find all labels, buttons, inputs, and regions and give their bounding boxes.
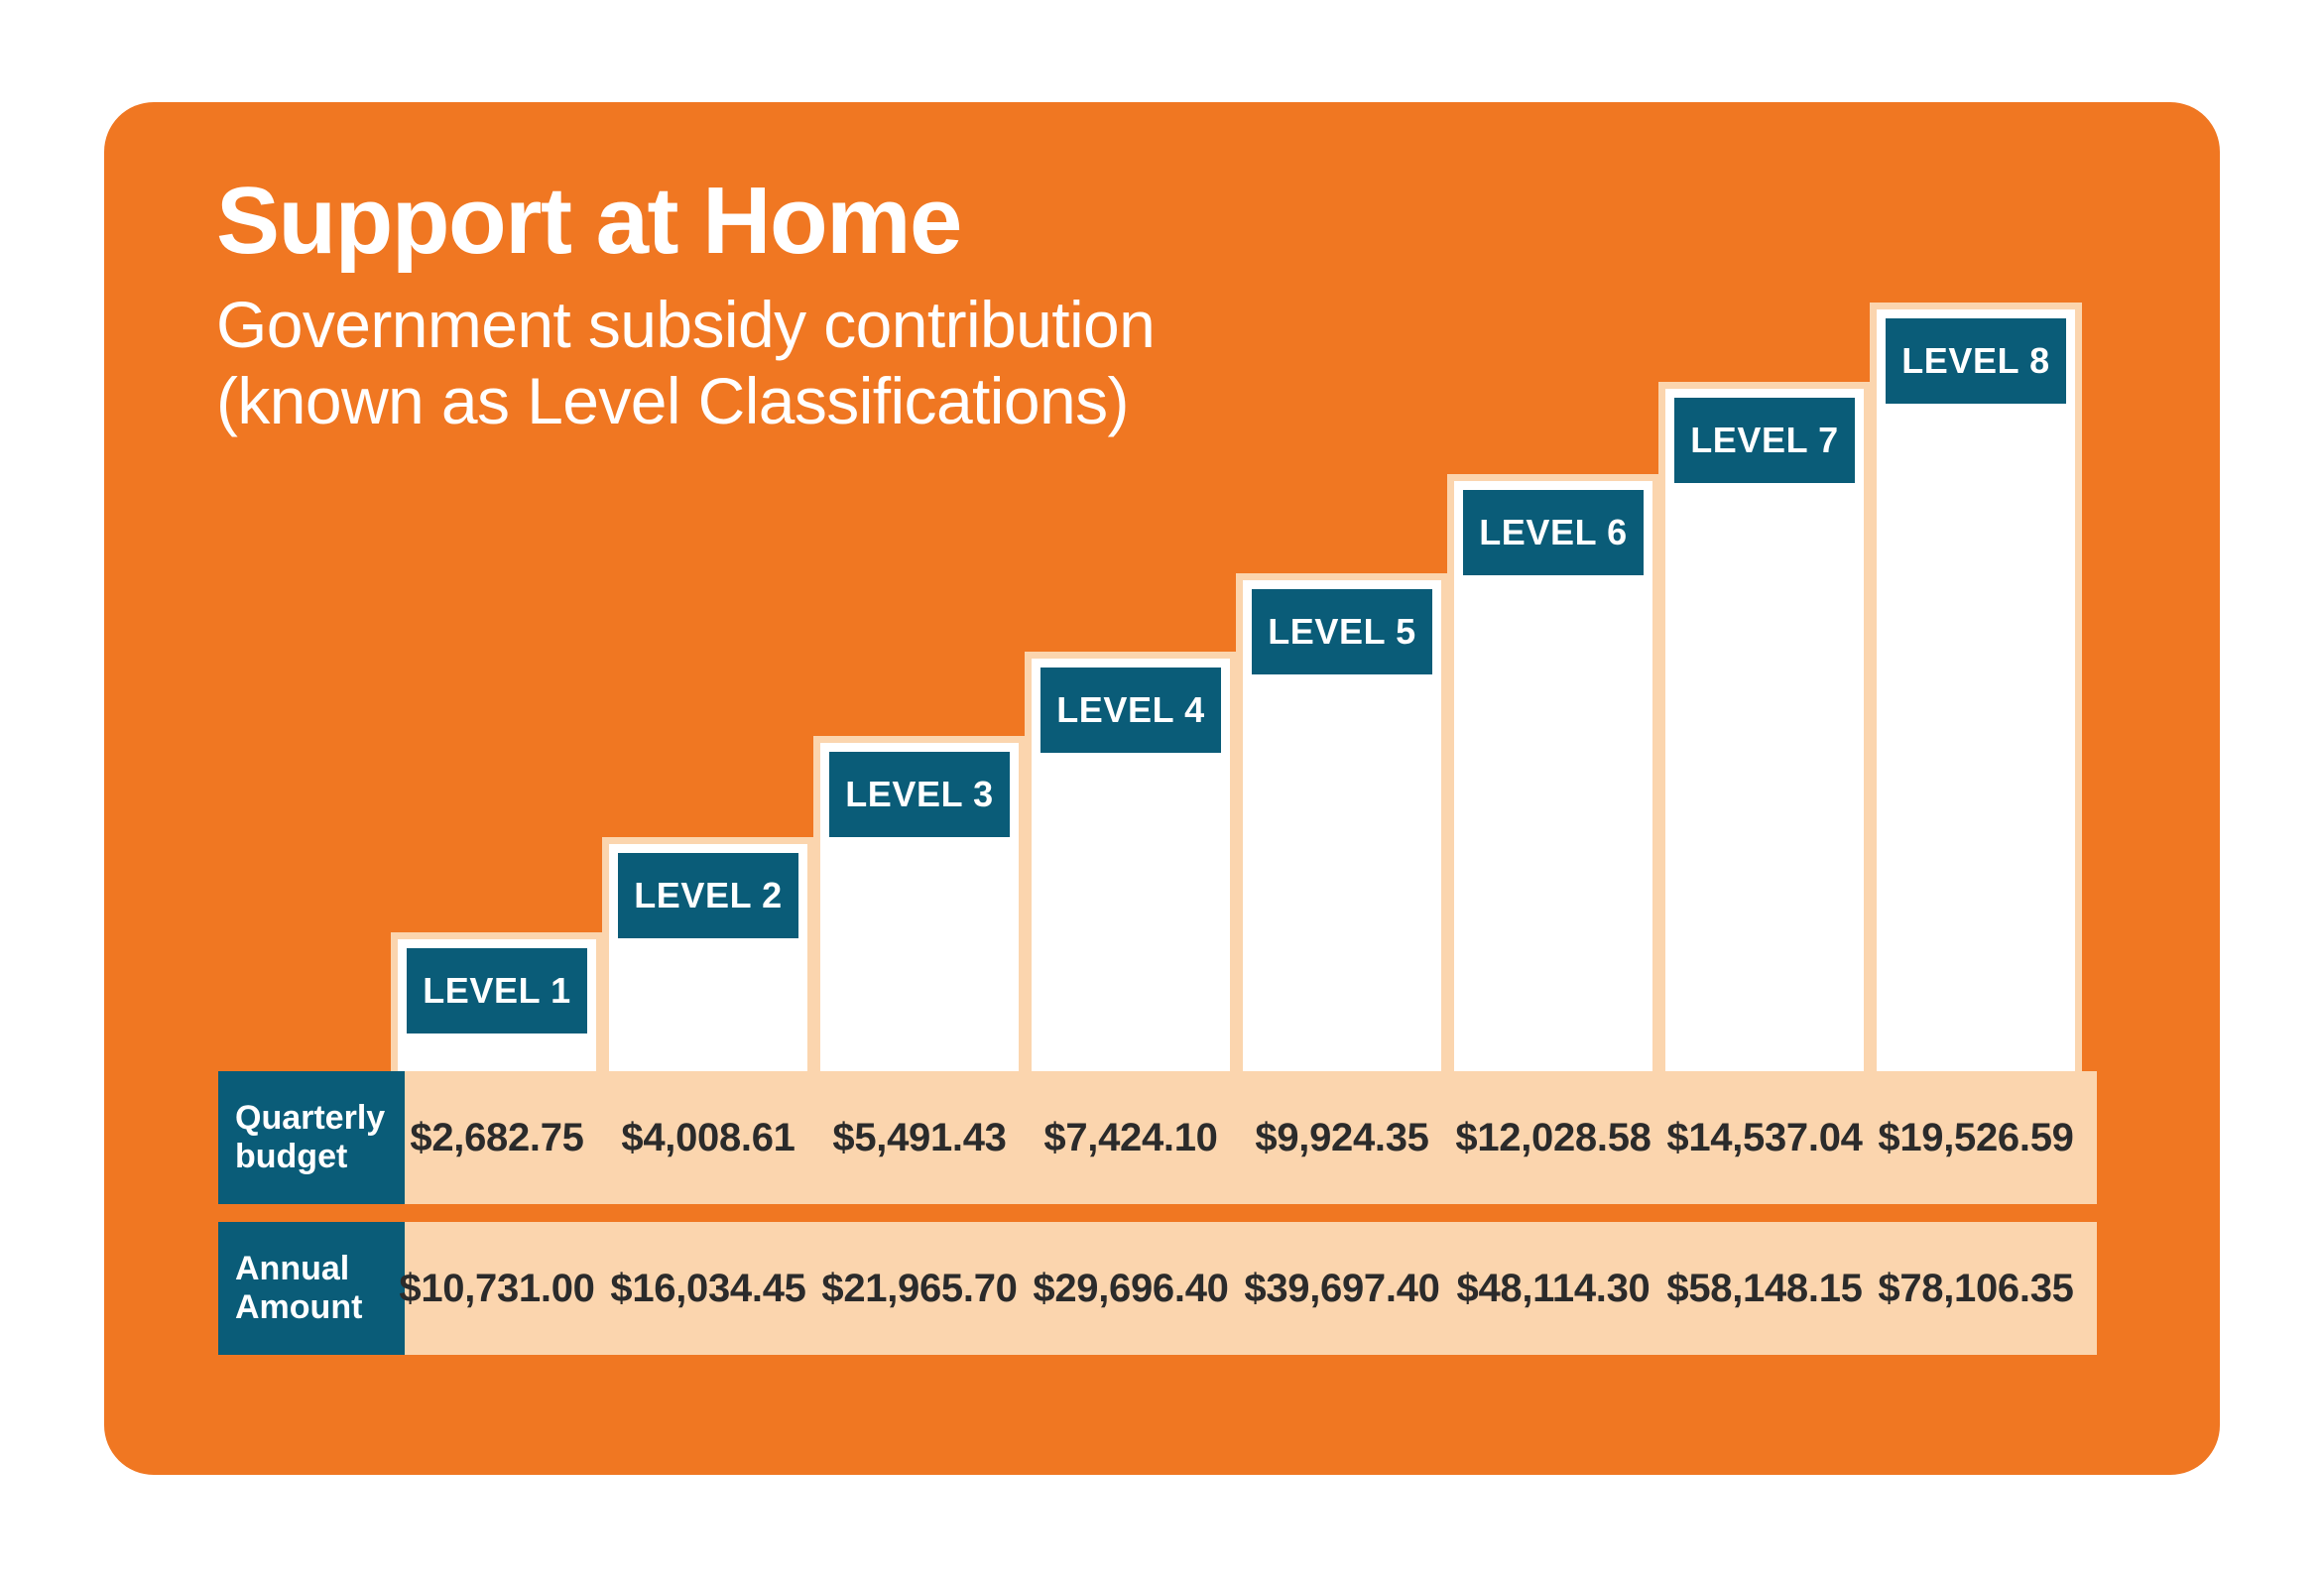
row-header-annual-amount: Annual Amount	[218, 1222, 405, 1355]
table-cell: $58,148.15	[1666, 1266, 1863, 1310]
table-cell: $39,697.40	[1244, 1266, 1440, 1310]
bar-level-1	[391, 932, 603, 1071]
table-cell: $10,731.00	[399, 1266, 595, 1310]
bar-level-2	[602, 837, 814, 1071]
table-cell: $2,682.75	[410, 1115, 584, 1159]
bar-label-level-1: LEVEL 1	[407, 948, 587, 1033]
table-cell: $14,537.04	[1666, 1115, 1863, 1159]
table-cell: $19,526.59	[1878, 1115, 2074, 1159]
table-cell: $21,965.70	[821, 1266, 1018, 1310]
row-header-quarterly-budget: Quarterly budget	[218, 1071, 405, 1204]
table-cell: $7,424.10	[1043, 1115, 1218, 1159]
table-cell: $78,106.35	[1878, 1266, 2074, 1310]
bar-level-6	[1447, 474, 1659, 1071]
row-cells: $2,682.75 $4,008.61 $5,491.43 $7,424.10 $9,9…	[405, 1071, 2097, 1204]
subtitle-block: Government subsidy contribution (known a…	[216, 287, 1704, 438]
table-row: Quarterly budget $2,682.75 $4,008.61 $5,491.…	[218, 1071, 2097, 1204]
table-cell: $12,028.58	[1455, 1115, 1651, 1159]
table-row: Annual Amount $10,731.00 $16,034.45 $21,965.…	[218, 1222, 2097, 1355]
table-cell: $9,924.35	[1255, 1115, 1429, 1159]
bar-level-4	[1025, 652, 1237, 1071]
bar-label-level-8: LEVEL 8	[1886, 318, 2066, 404]
bar-label-level-4: LEVEL 4	[1040, 668, 1221, 753]
table-cell: $16,034.45	[610, 1266, 806, 1310]
page-title: Support at Home	[216, 168, 962, 274]
row-cells: $10,731.00 $16,034.45 $21,965.70 $29,696.40…	[399, 1222, 2097, 1355]
row-header-line-2: Amount	[235, 1288, 363, 1326]
heading-block: Support at Home Government subsidy contr…	[216, 174, 1704, 438]
table-cell: $4,008.61	[621, 1115, 795, 1159]
bar-label-level-6: LEVEL 6	[1463, 490, 1644, 575]
row-header-line-1: Quarterly	[235, 1099, 386, 1138]
bar-level-3	[813, 736, 1026, 1071]
bar-label-level-3: LEVEL 3	[829, 752, 1010, 837]
subtitle-line-1: Government subsidy contribution	[216, 288, 1156, 361]
table-cell: $48,114.30	[1456, 1266, 1651, 1310]
bar-level-8	[1870, 303, 2082, 1071]
orange-card-panel: Support at Home Government subsidy contr…	[104, 102, 2220, 1475]
bar-level-7	[1658, 382, 1871, 1071]
row-header-line-2: budget	[235, 1138, 348, 1175]
row-header-line-1: Annual	[235, 1250, 350, 1288]
bar-level-5	[1236, 573, 1448, 1071]
table-cell: $5,491.43	[832, 1115, 1007, 1159]
bar-label-level-5: LEVEL 5	[1252, 589, 1432, 674]
table-cell: $29,696.40	[1033, 1266, 1229, 1310]
bar-label-level-2: LEVEL 2	[618, 853, 798, 938]
subtitle-line-2: (known as Level Classifications)	[216, 363, 1129, 437]
